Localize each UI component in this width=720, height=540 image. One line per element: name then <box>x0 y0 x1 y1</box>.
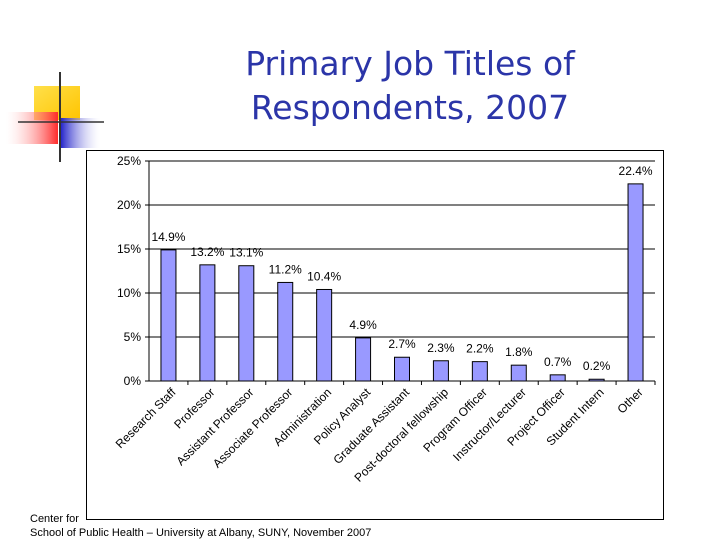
bar <box>238 265 255 382</box>
bar <box>627 183 644 382</box>
footer: Center for School of Public Health – Uni… <box>30 512 371 540</box>
data-label: 0.2% <box>583 359 611 373</box>
data-label: 2.3% <box>427 341 455 355</box>
y-tick-label: 25% <box>117 154 141 168</box>
y-tick-label: 0% <box>124 374 142 388</box>
slide-title: Primary Job Titles of Respondents, 2007 <box>150 42 670 130</box>
data-label: 1.8% <box>505 345 533 359</box>
x-tick-label: Instructor/Lecturer <box>450 385 529 464</box>
bar <box>394 356 410 382</box>
bar <box>316 288 333 382</box>
y-tick-label: 15% <box>117 242 141 256</box>
bar <box>355 337 372 382</box>
x-tick-label: Research Staff <box>113 385 179 451</box>
data-label: 0.7% <box>544 355 572 369</box>
bar <box>588 378 605 382</box>
data-label: 4.9% <box>349 318 377 332</box>
x-tick-label: Other <box>615 385 646 416</box>
data-label: 10.4% <box>307 269 341 283</box>
logo-blue-square <box>60 118 100 148</box>
bar-chart: 0% 5% 10% 15% 20% 25% 14.9% Research Staff 13.2%… <box>113 154 656 485</box>
decorative-logo <box>6 72 104 162</box>
chart-frame: 0% 5% 10% 15% 20% 25% 14.9% Research Staff 13.2%… <box>86 150 664 520</box>
y-tick-label: 10% <box>117 286 141 300</box>
data-label: 14.9% <box>151 230 185 244</box>
data-label: 2.7% <box>388 337 416 351</box>
y-tick-label: 5% <box>124 330 142 344</box>
y-tick-label: 20% <box>117 198 141 212</box>
title-line-1: Primary Job Titles of <box>245 44 575 83</box>
footer-line-1: Center for <box>30 513 79 525</box>
bar <box>199 264 216 382</box>
data-label: 22.4% <box>619 164 653 178</box>
title-line-2: Respondents, 2007 <box>250 88 570 127</box>
data-label: 2.2% <box>466 342 494 356</box>
bar <box>277 281 294 382</box>
logo-red-bar <box>6 112 58 144</box>
bar <box>510 364 527 382</box>
data-label: 13.1% <box>229 246 263 260</box>
footer-line-2: School of Public Health – University at … <box>30 527 372 539</box>
data-label: 13.2% <box>190 245 224 259</box>
bar <box>549 374 566 382</box>
data-label: 11.2% <box>269 262 302 276</box>
bar <box>432 360 449 382</box>
bar <box>160 249 177 382</box>
bar <box>471 361 488 382</box>
